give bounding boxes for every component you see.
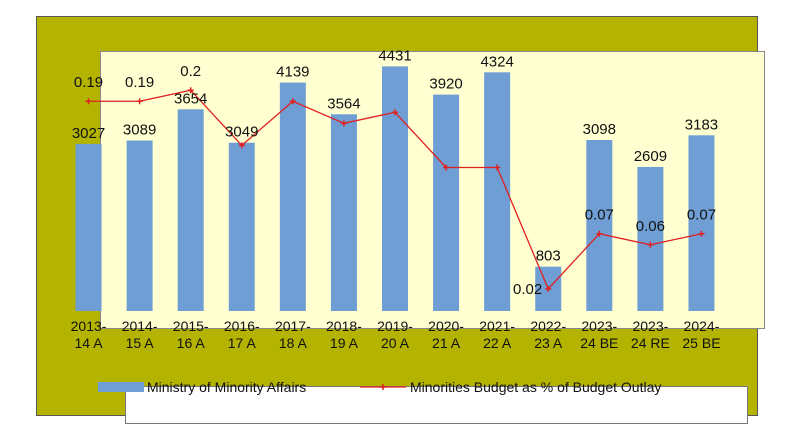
line-marker [647, 241, 654, 248]
bar-value-label: 803 [536, 248, 561, 265]
bar [688, 135, 715, 311]
bar-value-label: 2609 [634, 148, 667, 165]
bar-value-label: 4324 [480, 53, 513, 70]
line-value-label: 0.07 [687, 207, 716, 224]
x-tick-label: 2013-14 A [71, 318, 107, 351]
legend-line-marker [380, 384, 386, 390]
x-tick-label: 2022-23 A [530, 318, 566, 351]
legend [125, 386, 748, 424]
bar [75, 143, 102, 311]
line-marker [187, 87, 194, 94]
x-tick-label: 2016-17 A [224, 318, 260, 351]
bar-value-label: 4431 [378, 47, 411, 64]
bar-value-label: 3089 [123, 121, 156, 138]
x-tick-label: 2018-19 A [326, 318, 362, 351]
bar [330, 114, 357, 311]
bar-value-label: 3654 [174, 90, 207, 107]
x-tick-label: 2021-22 A [479, 318, 515, 351]
legend-label: Minorities Budget as % of Budget Outlay [410, 379, 661, 395]
bar-value-label: 3027 [72, 125, 105, 142]
bar [637, 166, 664, 311]
line-value-label: 0.19 [74, 74, 103, 91]
line-value-label: 0.07 [585, 207, 614, 224]
line-marker [443, 164, 450, 171]
legend-label: Ministry of Minority Affairs [147, 379, 306, 395]
bar [382, 66, 408, 311]
bar-value-label: 3183 [685, 116, 718, 133]
bar [126, 140, 153, 311]
line-marker [340, 120, 347, 127]
bar-value-label: 3920 [429, 76, 462, 93]
line-value-label: 0.02 [513, 281, 542, 298]
bar [279, 82, 306, 312]
line-marker [136, 98, 143, 105]
bar-value-label: 3564 [327, 95, 360, 112]
legend-bar-swatch [98, 382, 144, 392]
x-tick-label: 2023-24 BE [580, 318, 618, 351]
x-tick-label: 2019-20 A [377, 318, 413, 351]
x-tick-label: 2023-24 RE [631, 318, 670, 351]
x-tick-label: 2015-16 A [173, 318, 209, 351]
bar [433, 94, 460, 311]
bar-value-label: 3098 [583, 121, 616, 138]
line-marker [289, 98, 296, 105]
line-marker [238, 142, 245, 149]
x-tick-label: 2014-15 A [122, 318, 158, 351]
line-marker [596, 230, 603, 237]
x-tick-label: 2017-18 A [275, 318, 311, 351]
bar [228, 142, 255, 311]
line-value-label: 0.19 [125, 74, 154, 91]
x-tick-label: 2024-25 BE [682, 318, 720, 351]
x-tick-label: 2020-21 A [428, 318, 464, 351]
line-marker [494, 164, 501, 171]
line-value-label: 0.06 [636, 218, 665, 235]
bar [586, 139, 613, 311]
line-marker [698, 230, 705, 237]
line-value-label: 0.2 [180, 63, 201, 80]
line-marker [392, 109, 398, 116]
line-marker [85, 98, 92, 105]
bar [484, 72, 511, 311]
bar-value-label: 4139 [276, 64, 309, 81]
line-marker [545, 285, 552, 292]
bar [177, 109, 204, 312]
bar-value-label: 3049 [225, 124, 258, 141]
